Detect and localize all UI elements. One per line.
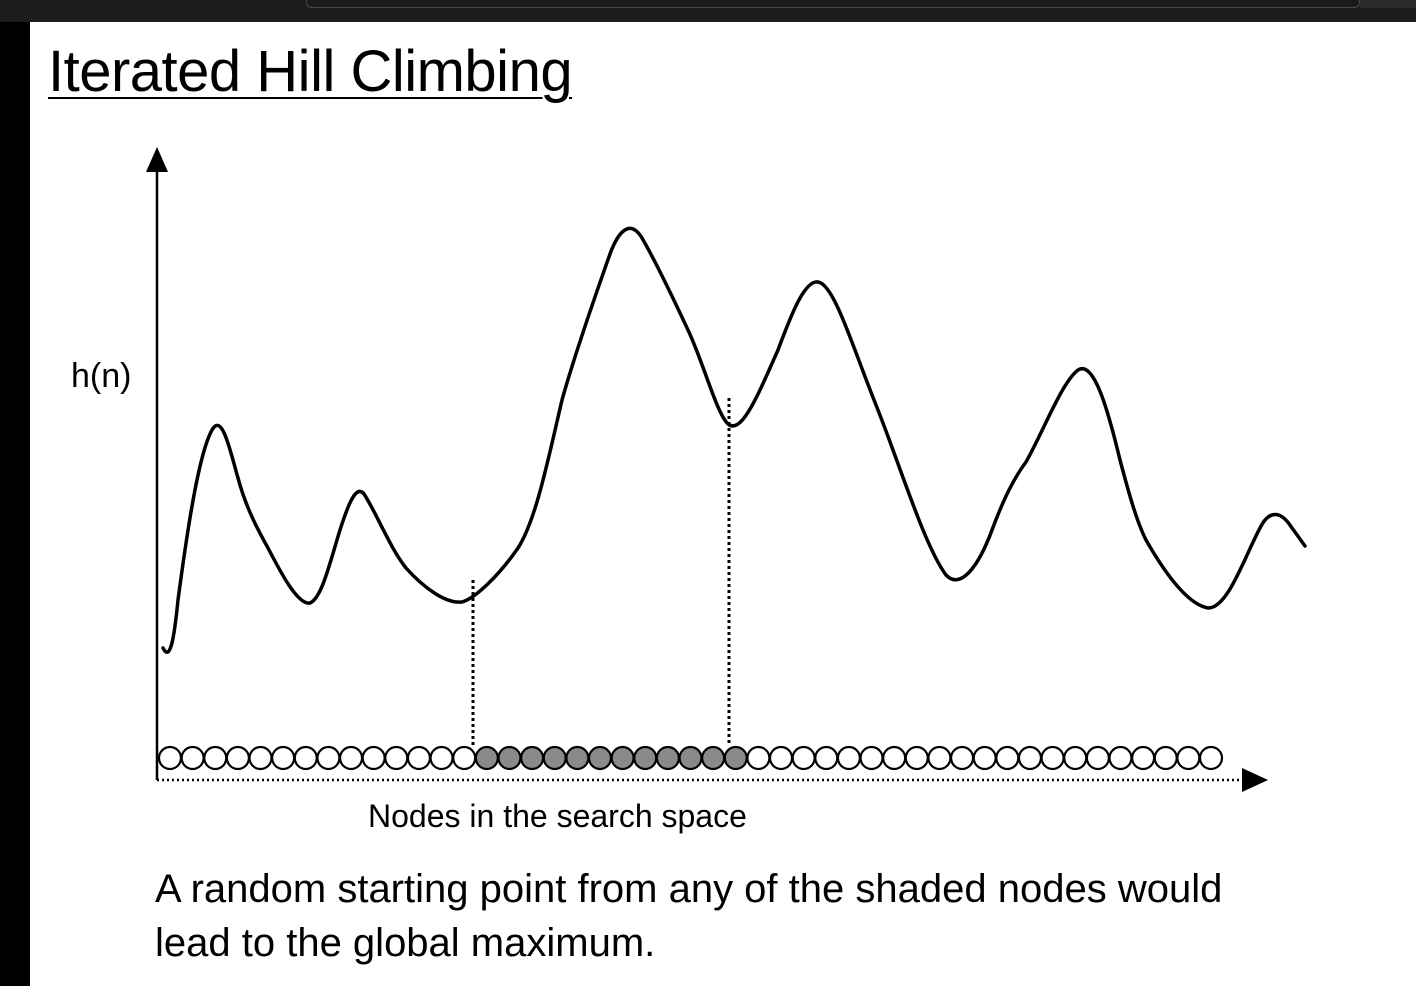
- node: [384, 745, 409, 771]
- x-axis-label: Nodes in the search space: [368, 798, 747, 834]
- fitness-landscape-curve: [161, 226, 1307, 654]
- node: [1017, 745, 1043, 771]
- node: [1198, 745, 1224, 771]
- shaded-node: [542, 745, 567, 771]
- shaded-node: [474, 745, 499, 771]
- shaded-node: [655, 745, 680, 771]
- shaded-node: [723, 745, 748, 771]
- node: [452, 745, 477, 771]
- shaded-node: [633, 745, 658, 771]
- node: [406, 745, 432, 771]
- node: [1176, 745, 1201, 771]
- node: [904, 745, 929, 771]
- node: [972, 745, 997, 771]
- x-axis-arrowhead: [1242, 768, 1268, 792]
- node: [859, 745, 884, 771]
- node: [203, 745, 228, 771]
- shaded-node: [678, 745, 703, 771]
- node: [927, 745, 952, 771]
- node: [949, 745, 975, 771]
- node: [248, 745, 273, 771]
- node: [180, 745, 205, 771]
- node: [361, 745, 386, 771]
- node: [791, 745, 816, 771]
- node: [1153, 745, 1178, 771]
- shaded-node: [610, 745, 635, 771]
- address-field[interactable]: [306, 0, 1360, 8]
- slide-title: Iterated Hill Climbing: [48, 39, 573, 104]
- node: [882, 745, 907, 771]
- node: [271, 745, 296, 771]
- node: [1131, 745, 1156, 771]
- node: [316, 745, 341, 771]
- node: [995, 745, 1020, 771]
- node: [746, 745, 771, 771]
- search-space-nodes: [157, 745, 1224, 771]
- node: [814, 745, 839, 771]
- shaded-node: [497, 745, 522, 771]
- slide-canvas: [30, 22, 1416, 986]
- y-axis-arrowhead: [146, 147, 168, 172]
- node: [225, 745, 250, 771]
- shaded-node: [565, 745, 590, 771]
- node: [768, 745, 794, 771]
- shaded-node: [587, 745, 613, 771]
- node: [1085, 745, 1110, 771]
- y-axis-label: h(n): [71, 357, 132, 395]
- window-top-bar: [0, 0, 1416, 22]
- node: [293, 745, 318, 771]
- window-control-area[interactable]: [1360, 0, 1416, 8]
- node: [1108, 745, 1133, 771]
- node: [1063, 745, 1088, 771]
- node: [836, 745, 862, 771]
- node: [429, 745, 454, 771]
- slide-caption: A random starting point from any of the …: [155, 867, 1223, 965]
- shaded-node: [519, 745, 545, 771]
- shaded-node: [701, 745, 726, 771]
- node: [157, 745, 183, 771]
- node: [1040, 745, 1065, 771]
- node: [338, 745, 364, 771]
